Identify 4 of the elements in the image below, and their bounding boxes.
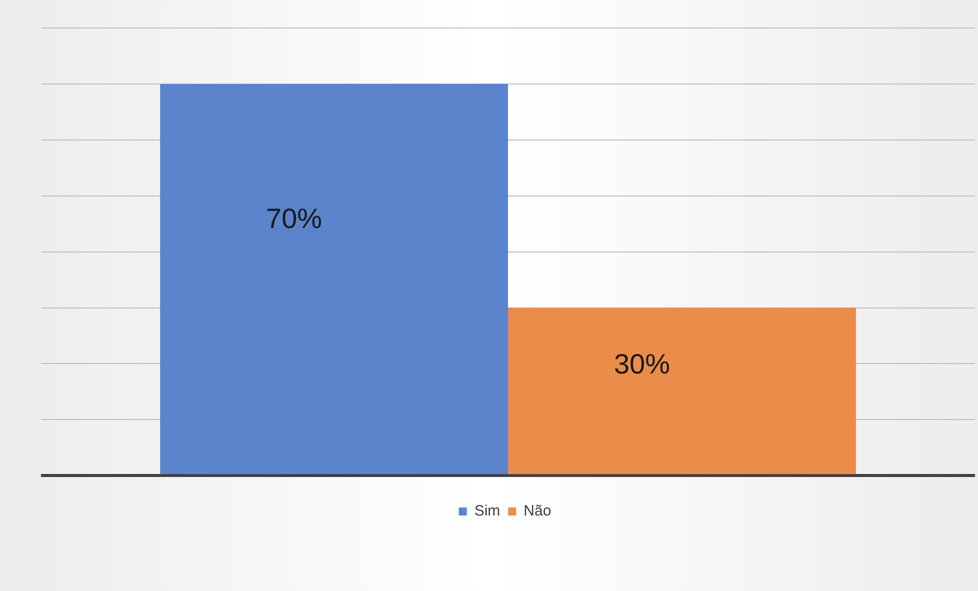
legend-label: Sim bbox=[474, 502, 500, 520]
data-label: 70% bbox=[266, 203, 322, 234]
legend-label: Não bbox=[524, 502, 552, 520]
data-label: 30% bbox=[614, 348, 670, 380]
